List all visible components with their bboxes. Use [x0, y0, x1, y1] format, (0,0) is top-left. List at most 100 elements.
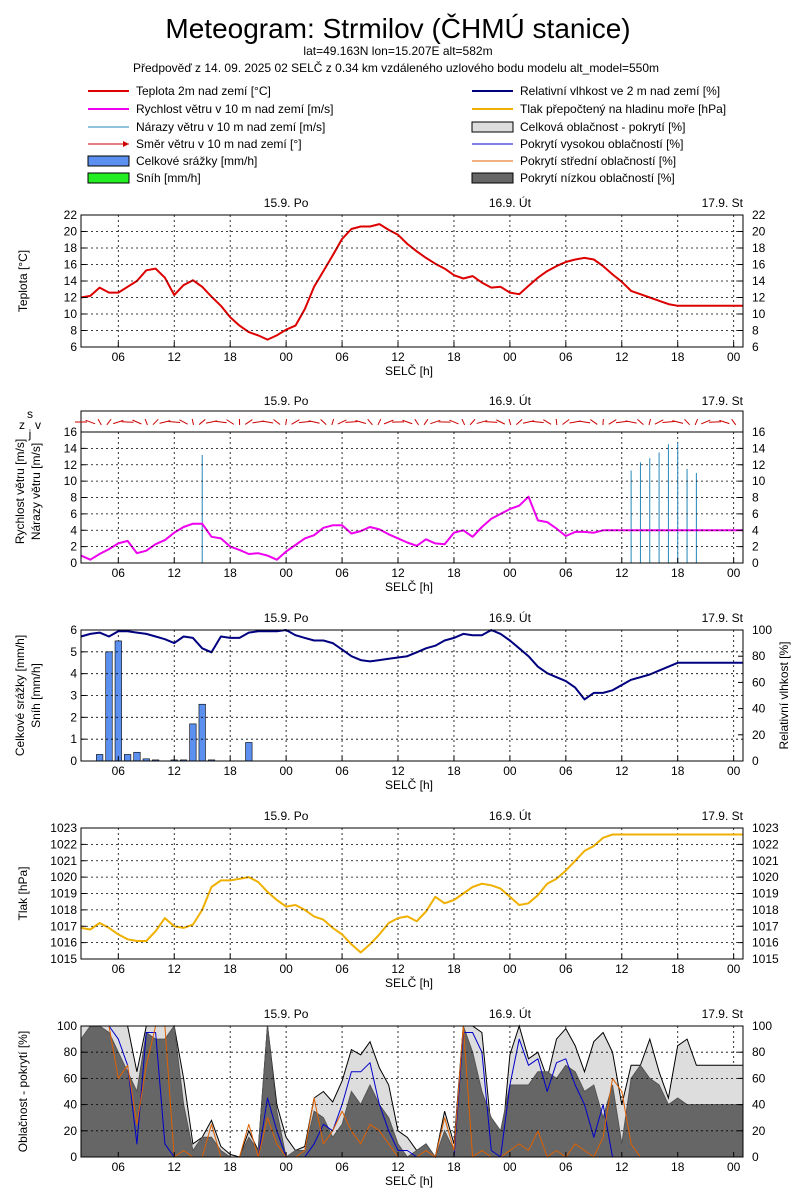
clouds-day-label-2: 17.9. St: [702, 1007, 744, 1021]
wind-ytick-label-2: 4: [70, 523, 77, 537]
precip_humidity-xtick-label-7: 00: [503, 764, 517, 778]
pressure-ytick-label-2: 1017: [50, 919, 77, 933]
wind-xtick-label-1: 12: [168, 566, 182, 580]
wind-ytick-label-r-1: 2: [752, 540, 759, 554]
left-legend-label-3: Směr větru v 10 m nad zemí [°]: [136, 137, 302, 151]
wind-direction-arrow-67: [700, 419, 711, 425]
temperature-ytick-label-7: 20: [64, 225, 78, 239]
temperature-ytick-label-4: 14: [64, 274, 78, 288]
clouds-ytick-label-r-0: 0: [752, 1150, 759, 1164]
precip_humidity-xaxis-title: SELČ [h]: [385, 777, 433, 792]
right-legend-symbol-2: [471, 121, 514, 133]
dir-label-z: z: [19, 418, 25, 432]
wind-direction-arrow-69: [719, 419, 730, 425]
pressure-xtick-label-0: 06: [112, 962, 126, 976]
pressure-ytick-label-4: 1019: [50, 887, 77, 901]
pressure-xtick-label-2: 18: [224, 962, 238, 976]
pressure-ytick-label-r-1: 1016: [752, 936, 779, 950]
temperature-xtick-label-4: 06: [335, 350, 349, 364]
precip-bar-2: [114, 640, 122, 762]
temperature-xtick-label-10: 18: [671, 350, 685, 364]
temperature-ytick-label-r-8: 22: [752, 208, 766, 222]
wind-ytick-label-r-4: 8: [752, 491, 759, 505]
left-legend-label-2: Nárazy větru v 10 m nad zemí [m/s]: [136, 120, 325, 134]
temperature-ytick-label-8: 22: [64, 208, 78, 222]
pressure-ytick-label-6: 1021: [50, 854, 77, 868]
clouds-day-label-0: 15.9. Po: [264, 1007, 309, 1021]
clouds-ytick-label-r-4: 80: [752, 1045, 766, 1059]
pressure-ytick-label-3: 1018: [50, 903, 77, 917]
temperature-xtick-label-1: 12: [168, 350, 182, 364]
temperature-xtick-label-6: 18: [447, 350, 461, 364]
wind-direction-arrow-58: [615, 420, 628, 424]
clouds-ytick-label-5: 100: [57, 1019, 77, 1033]
temperature-xtick-label-3: 00: [279, 350, 293, 364]
wind-direction-arrow-42: [469, 418, 476, 426]
wind-direction-arrow-5: [121, 421, 134, 423]
pressure-xtick-label-4: 06: [335, 962, 349, 976]
temperature-xaxis-title: SELČ [h]: [385, 363, 433, 378]
wind-direction-arrow-32: [377, 418, 382, 426]
left-legend-label-5: Sníh [mm/h]: [136, 171, 201, 185]
precip_humidity-day-label-0: 15.9. Po: [264, 611, 309, 625]
pressure-ytick-label-r-0: 1015: [752, 952, 779, 966]
page-title: Meteogram: Strmilov (ČHMÚ stanice): [165, 13, 630, 44]
precip_humidity-xtick-label-4: 06: [335, 764, 349, 778]
pressure-xtick-label-5: 12: [391, 962, 405, 976]
pressure-day-label-2: 17.9. St: [702, 809, 744, 823]
wind-direction-arrow-30: [355, 420, 367, 424]
wind-xtick-label-10: 18: [671, 566, 685, 580]
wind-direction-arrow-31: [367, 418, 373, 426]
forecast-subtitle: Předpověď z 14. 09. 2025 02 SELČ z 0.34 …: [133, 60, 659, 75]
humidity-ytick-label-2: 40: [752, 702, 766, 716]
wind-direction-arrow-7: [144, 418, 148, 426]
clouds-ytick-label-2: 40: [64, 1098, 78, 1112]
temperature-ytick-label-3: 12: [64, 291, 78, 305]
pressure-xtick-label-9: 12: [615, 962, 629, 976]
pressure-ytick-label-7: 1022: [50, 837, 77, 851]
precip-bar-1: [105, 651, 113, 762]
wind-direction-arrow-49: [531, 420, 544, 424]
humidity-ytick-label-4: 80: [752, 649, 766, 663]
clouds-xtick-label-7: 00: [503, 1160, 517, 1174]
wind-direction-arrow-26: [320, 418, 327, 426]
wind-direction-arrow-61: [648, 418, 651, 426]
right-legend-label-3: Pokrytí vysokou oblačností [%]: [520, 137, 683, 151]
wind-direction-arrow-43: [476, 420, 488, 424]
wind-day-label-1: 16.9. Út: [489, 393, 532, 408]
pressure-ytick-label-8: 1023: [50, 821, 77, 835]
wind-direction-arrow-60: [637, 419, 644, 425]
wind-direction-arrow-66: [694, 418, 699, 426]
wind-direction-arrow-35: [402, 419, 413, 425]
wind-xtick-label-4: 06: [335, 566, 349, 580]
wind-direction-arrow-57: [608, 419, 617, 425]
left-legend-label-1: Rychlost větru v 10 m nad zemí [m/s]: [136, 102, 333, 116]
pressure-xtick-label-3: 00: [279, 962, 293, 976]
wind-direction-arrow-21: [273, 419, 281, 425]
wind-direction-arrow-6: [132, 419, 142, 425]
dir-label-v: v: [35, 418, 41, 432]
precip_humidity-day-label-1: 16.9. Út: [489, 610, 532, 625]
wind-ytick-label-6: 12: [64, 458, 78, 472]
wind-direction-arrow-41: [461, 418, 466, 426]
wind-direction-arrow-16: [226, 419, 235, 425]
precip_humidity-ytick-label-1: 1: [70, 732, 77, 746]
clouds-xtick-label-10: 18: [671, 1160, 685, 1174]
wind-direction-arrow-63: [662, 421, 675, 423]
legend: Teplota 2m nad zemí [°C] Rychlost větru v…: [87, 84, 726, 185]
left-legend-label-4: Celkové srážky [mm/h]: [136, 154, 257, 168]
pressure-ytick-label-r-4: 1019: [752, 887, 779, 901]
wind-direction-arrow-64: [672, 420, 684, 424]
precip-bar-10: [198, 703, 206, 762]
wind-direction-arrow-12: [191, 418, 195, 426]
temperature-day-label-0: 15.9. Po: [264, 196, 309, 210]
clouds-frame: [80, 1025, 744, 1158]
precip_humidity-xtick-label-5: 12: [391, 764, 405, 778]
right-legend-label-4: Pokrytí střední oblačností [%]: [520, 154, 676, 168]
precip_humidity-xtick-label-8: 06: [559, 764, 573, 778]
temperature-day-label-1: 16.9. Út: [489, 195, 532, 210]
clouds-xtick-label-2: 18: [224, 1160, 238, 1174]
wind-direction-arrow-11: [179, 419, 188, 425]
